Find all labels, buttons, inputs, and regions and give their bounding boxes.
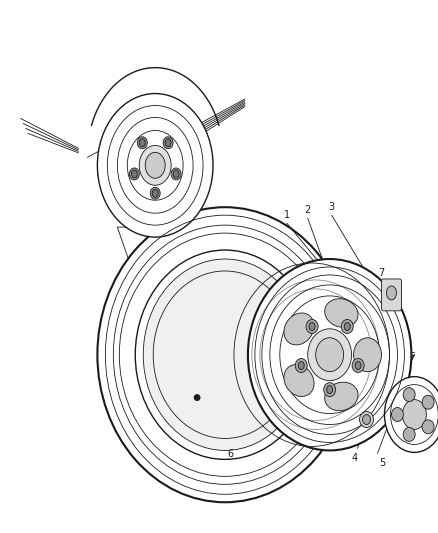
Ellipse shape (343, 322, 350, 330)
Text: 5: 5 (378, 458, 385, 469)
Ellipse shape (152, 189, 158, 197)
Ellipse shape (247, 259, 410, 450)
Ellipse shape (305, 319, 317, 334)
Ellipse shape (391, 408, 403, 422)
Ellipse shape (315, 338, 343, 372)
Ellipse shape (150, 187, 160, 199)
Ellipse shape (354, 361, 360, 369)
Ellipse shape (135, 250, 314, 459)
Ellipse shape (97, 94, 212, 237)
Text: 6: 6 (226, 449, 233, 459)
Ellipse shape (351, 359, 363, 373)
Ellipse shape (385, 286, 396, 300)
Ellipse shape (143, 259, 306, 450)
Ellipse shape (194, 394, 200, 401)
Ellipse shape (402, 400, 425, 430)
Ellipse shape (353, 338, 381, 372)
Text: 1: 1 (283, 210, 289, 220)
Ellipse shape (324, 382, 357, 411)
Ellipse shape (308, 322, 314, 330)
Ellipse shape (137, 137, 147, 149)
Ellipse shape (145, 152, 165, 178)
Ellipse shape (421, 395, 433, 409)
Ellipse shape (139, 139, 145, 147)
Ellipse shape (326, 385, 332, 393)
Ellipse shape (323, 383, 335, 397)
Text: 7: 7 (378, 268, 384, 278)
Ellipse shape (283, 313, 313, 345)
Ellipse shape (324, 298, 357, 327)
Ellipse shape (163, 137, 173, 149)
FancyBboxPatch shape (381, 279, 400, 311)
Text: 4: 4 (351, 454, 357, 463)
Ellipse shape (283, 365, 313, 397)
Ellipse shape (295, 359, 307, 373)
Text: 3: 3 (328, 202, 334, 212)
Ellipse shape (139, 146, 171, 185)
Text: 2: 2 (304, 205, 310, 215)
Ellipse shape (97, 207, 352, 502)
Ellipse shape (362, 415, 370, 424)
Ellipse shape (297, 361, 304, 369)
Ellipse shape (340, 319, 353, 334)
Ellipse shape (384, 377, 438, 453)
Ellipse shape (421, 420, 433, 434)
Ellipse shape (171, 168, 180, 180)
Ellipse shape (173, 170, 179, 178)
Polygon shape (117, 227, 193, 273)
Ellipse shape (131, 170, 137, 178)
Ellipse shape (359, 411, 373, 427)
Ellipse shape (129, 168, 139, 180)
Ellipse shape (402, 387, 414, 401)
Ellipse shape (307, 329, 351, 381)
Ellipse shape (402, 427, 414, 441)
Ellipse shape (165, 139, 171, 147)
